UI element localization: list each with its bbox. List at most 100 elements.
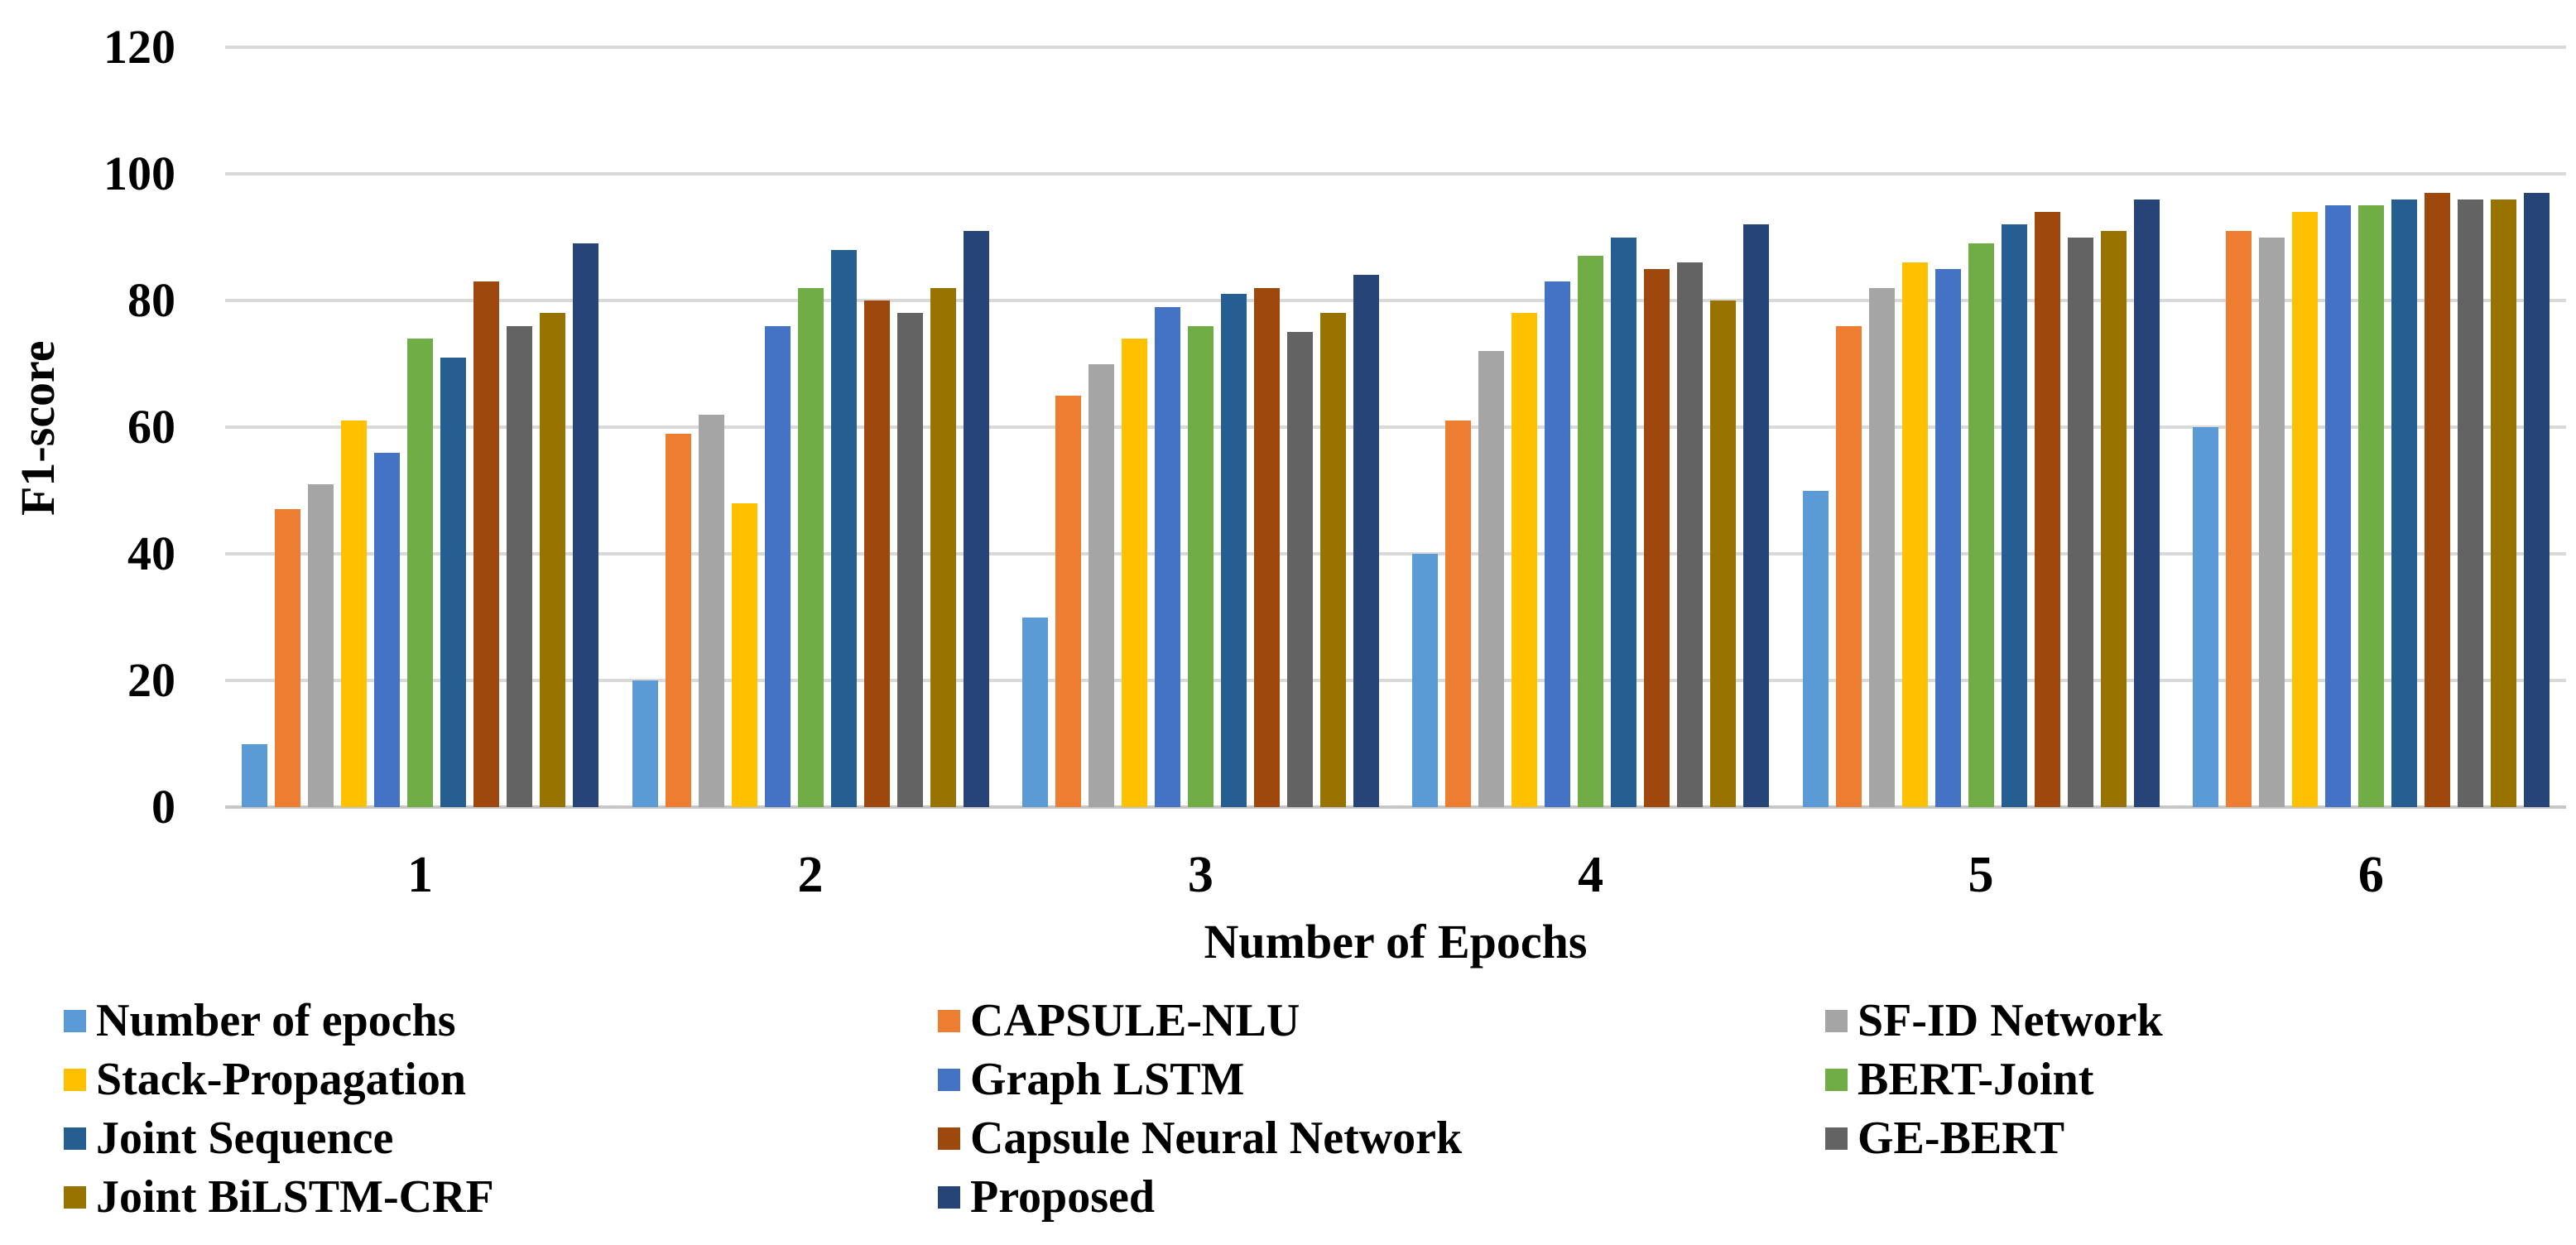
bar-joint-sequence-epoch-5 [2001, 224, 2027, 807]
bar-joint-sequence-epoch-1 [440, 357, 467, 807]
legend-label: Proposed [970, 1171, 1155, 1223]
bar-stack-propagation-epoch-1 [341, 421, 368, 807]
bar-joint-sequence-epoch-3 [1220, 294, 1247, 807]
bar-bert-joint-epoch-2 [797, 287, 824, 807]
bar-capsule-nlu-epoch-3 [1055, 395, 1081, 807]
bar-graph-lstm-epoch-4 [1545, 281, 1571, 807]
bar-stack-propagation-epoch-2 [731, 502, 757, 807]
legend-item-sf-id-network: SF-ID Network [1825, 992, 2163, 1050]
legend-item-graph-lstm: Graph LSTM [938, 1050, 1462, 1109]
legend-swatch-icon [1825, 1069, 1848, 1091]
legend-label: GE-BERT [1858, 1113, 2065, 1164]
bar-joint-bilstm-crf-epoch-4 [1710, 300, 1737, 807]
bar-sf-id-network-epoch-4 [1478, 351, 1505, 807]
bar-sf-id-network-epoch-2 [698, 414, 724, 807]
bar-bert-joint-epoch-4 [1578, 256, 1604, 807]
legend-swatch-icon [64, 1069, 86, 1091]
bar-joint-bilstm-crf-epoch-6 [2490, 199, 2516, 807]
legend-column: CAPSULE-NLU Graph LSTM Capsule Neural Netw… [938, 992, 1462, 1227]
bar-graph-lstm-epoch-3 [1154, 306, 1180, 807]
legend-item-joint-sequence: Joint Sequence [64, 1109, 494, 1168]
legend-swatch-icon [938, 1010, 960, 1032]
bar-bert-joint-epoch-3 [1187, 325, 1214, 807]
y-tick-label: 120 [103, 20, 175, 74]
bar-proposed-epoch-2 [963, 230, 989, 807]
legend-swatch-icon [64, 1127, 86, 1150]
bar-stack-propagation-epoch-6 [2291, 211, 2318, 807]
x-axis-title: Number of Epochs [1204, 915, 1588, 969]
legend-swatch-icon [1825, 1127, 1848, 1150]
bar-number-of-epochs-epoch-6 [2192, 427, 2218, 807]
bar-proposed-epoch-3 [1353, 275, 1379, 807]
bar-stack-propagation-epoch-3 [1121, 338, 1147, 807]
bar-stack-propagation-epoch-4 [1511, 313, 1538, 807]
legend-item-bert-joint: BERT-Joint [1825, 1050, 2163, 1109]
y-tick-label: 0 [151, 780, 175, 834]
bar-capsule-nlu-epoch-6 [2225, 230, 2252, 807]
legend-swatch-icon [64, 1010, 86, 1032]
legend-swatch-icon [1825, 1010, 1848, 1032]
gridline [225, 425, 2566, 429]
bar-bert-joint-epoch-1 [407, 338, 434, 807]
legend-item-capsule-nlu: CAPSULE-NLU [938, 992, 1462, 1050]
bar-capsule-neural-network-epoch-5 [2034, 211, 2060, 807]
bar-sf-id-network-epoch-5 [1868, 287, 1895, 807]
legend: Number of epochs Stack-Propagation Joint S… [0, 992, 2576, 1245]
legend-label: Number of epochs [96, 995, 456, 1046]
legend-label: Joint Sequence [96, 1113, 394, 1164]
bar-number-of-epochs-epoch-2 [632, 680, 658, 807]
bar-capsule-neural-network-epoch-6 [2424, 192, 2450, 807]
bar-graph-lstm-epoch-6 [2324, 205, 2351, 807]
legend-label: CAPSULE-NLU [970, 995, 1300, 1046]
bar-joint-sequence-epoch-2 [830, 249, 857, 807]
x-tick-label: 2 [797, 847, 824, 903]
gridline [225, 299, 2566, 302]
bar-joint-bilstm-crf-epoch-2 [930, 287, 956, 807]
bar-capsule-neural-network-epoch-1 [473, 281, 500, 807]
y-tick-label: 20 [127, 653, 175, 707]
gridline [225, 552, 2566, 555]
gridline [225, 46, 2566, 49]
bar-sf-id-network-epoch-3 [1088, 363, 1114, 807]
legend-item-stack-propagation: Stack-Propagation [64, 1050, 494, 1109]
x-tick-label: 6 [2357, 847, 2384, 903]
x-tick-label: 3 [1187, 847, 1214, 903]
legend-column: Number of epochs Stack-Propagation Joint S… [64, 992, 494, 1227]
bar-proposed-epoch-6 [2523, 192, 2550, 807]
bar-sf-id-network-epoch-6 [2258, 237, 2285, 807]
bar-bert-joint-epoch-5 [1968, 243, 1994, 807]
legend-label: Joint BiLSTM-CRF [96, 1171, 494, 1223]
bar-capsule-neural-network-epoch-4 [1644, 268, 1670, 807]
bar-joint-sequence-epoch-4 [1611, 237, 1637, 807]
bar-number-of-epochs-epoch-3 [1021, 617, 1048, 807]
bar-graph-lstm-epoch-5 [1934, 268, 1961, 807]
bar-joint-bilstm-crf-epoch-1 [540, 313, 566, 807]
y-tick-label: 80 [127, 273, 175, 327]
bar-capsule-nlu-epoch-5 [1835, 325, 1862, 807]
legend-swatch-icon [64, 1186, 86, 1209]
bar-ge-bert-epoch-4 [1677, 262, 1704, 807]
bar-graph-lstm-epoch-2 [764, 325, 791, 807]
bar-capsule-nlu-epoch-1 [275, 509, 301, 807]
bar-ge-bert-epoch-2 [896, 313, 923, 807]
bar-number-of-epochs-epoch-5 [1802, 490, 1829, 807]
legend-label: Graph LSTM [970, 1054, 1245, 1105]
y-tick-label: 60 [127, 400, 175, 454]
bar-capsule-nlu-epoch-2 [665, 433, 691, 807]
bar-number-of-epochs-epoch-1 [242, 743, 268, 807]
legend-label: Capsule Neural Network [970, 1113, 1463, 1164]
legend-label: SF-ID Network [1858, 995, 2163, 1046]
legend-item-number-of-epochs: Number of epochs [64, 992, 494, 1050]
bar-bert-joint-epoch-6 [2357, 205, 2384, 807]
bar-ge-bert-epoch-6 [2457, 199, 2483, 807]
legend-swatch-icon [938, 1127, 960, 1150]
legend-label: Stack-Propagation [96, 1054, 466, 1105]
y-tick-label: 100 [103, 147, 175, 200]
bar-capsule-neural-network-epoch-2 [863, 300, 890, 807]
bar-ge-bert-epoch-5 [2067, 237, 2093, 807]
legend-item-ge-bert: GE-BERT [1825, 1109, 2163, 1168]
bar-joint-sequence-epoch-6 [2391, 199, 2417, 807]
legend-column: SF-ID Network BERT-Joint GE-BERT [1825, 992, 2163, 1168]
legend-item-proposed: Proposed [938, 1168, 1462, 1227]
